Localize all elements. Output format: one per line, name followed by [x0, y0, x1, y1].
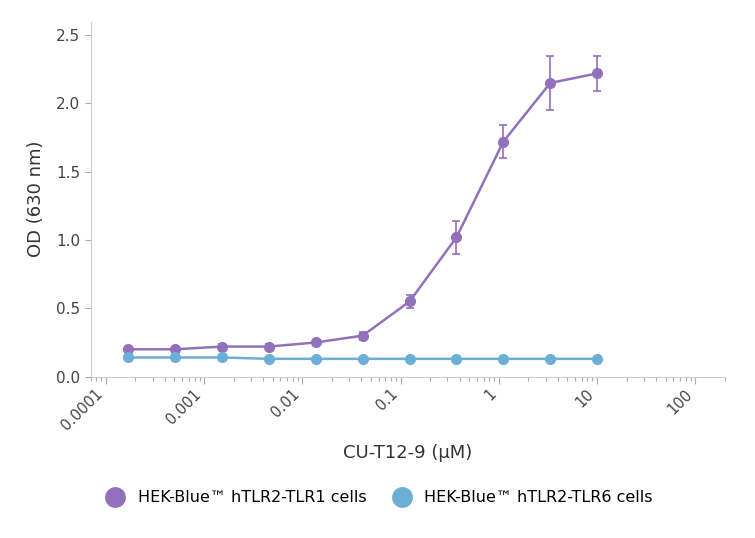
Y-axis label: OD (630 nm): OD (630 nm)	[27, 141, 45, 257]
Legend: HEK-Blue™ hTLR2-TLR1 cells, HEK-Blue™ hTLR2-TLR6 cells: HEK-Blue™ hTLR2-TLR1 cells, HEK-Blue™ hT…	[93, 484, 659, 512]
X-axis label: CU-T12-9 (μM): CU-T12-9 (μM)	[343, 444, 473, 463]
